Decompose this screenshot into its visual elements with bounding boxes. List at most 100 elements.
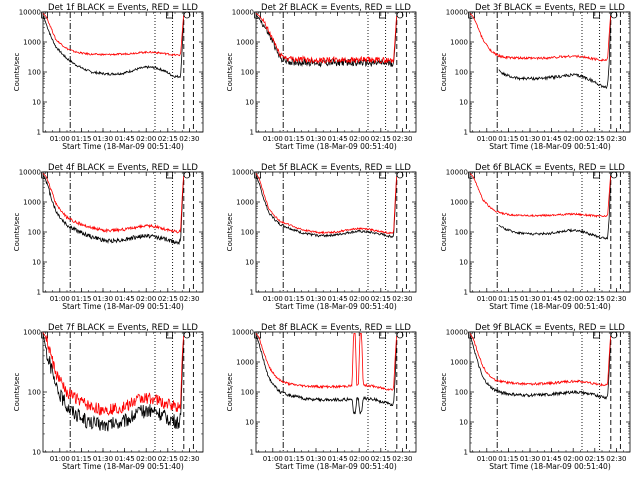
series-line-black-events <box>255 334 397 415</box>
plot-frame <box>469 171 631 293</box>
series-line-black-events <box>498 13 612 90</box>
x-tick-label: 01:15 <box>498 455 518 463</box>
x-axis-label: Start Time (18-Mar-09 00:51:40) <box>62 462 184 471</box>
x-tick-label: 01:00 <box>263 295 283 303</box>
chart-title: Det 4f BLACK = Events, RED = LLD <box>48 163 198 173</box>
chart-panel-2: Det 2f BLACK = Events, RED = LLD 1 10 100 10… <box>226 3 417 151</box>
plot-frame <box>469 331 631 453</box>
x-tick-label: 01:00 <box>50 295 70 303</box>
y-tick-label: 1 <box>37 129 41 137</box>
square-marker <box>41 331 48 339</box>
plot-frame <box>42 11 204 133</box>
x-tick-label: 01:45 <box>115 455 135 463</box>
x-tick-label: 01:30 <box>306 295 326 303</box>
circle-marker <box>396 171 404 179</box>
chart-panel-1: Det 1f BLACK = Events, RED = LLD 1 10 100 10… <box>13 3 204 151</box>
x-tick-label: 02:30 <box>606 455 626 463</box>
y-tick-label: 10 <box>32 259 41 267</box>
circle-marker <box>183 171 191 179</box>
y-tick-label: 100 <box>28 69 41 77</box>
circle-marker <box>183 11 191 19</box>
square-marker <box>378 11 386 19</box>
y-axis-label: Counts/sec <box>13 53 21 92</box>
y-axis-label: Counts/sec <box>440 53 448 92</box>
circle-marker <box>610 331 618 339</box>
series-line-red-lld <box>42 332 184 416</box>
series-line-red-lld <box>469 333 611 387</box>
x-tick-label: 02:30 <box>392 295 412 303</box>
y-tick-label: 10 <box>245 419 254 427</box>
y-tick-label: 10000 <box>232 169 254 177</box>
x-tick-label: 01:30 <box>520 455 540 463</box>
chart-title: Det 2f BLACK = Events, RED = LLD <box>261 3 411 13</box>
y-tick-label: 1000 <box>236 359 254 367</box>
y-tick-label: 1 <box>464 449 468 457</box>
x-tick-label: 02:15 <box>158 135 178 143</box>
x-tick-label: 01:15 <box>498 295 518 303</box>
x-tick-label: 01:30 <box>93 455 113 463</box>
x-tick-label: 02:30 <box>179 455 199 463</box>
series-line-red-lld <box>255 173 397 235</box>
y-tick-label: 100 <box>455 389 468 397</box>
chart-panel-8: Det 8f BLACK = Events, RED = LLD 1 10 100 10… <box>226 323 417 471</box>
square-marker <box>254 331 262 339</box>
x-tick-label: 02:00 <box>136 135 156 143</box>
x-tick-label: 01:15 <box>284 455 304 463</box>
chart-title: Det 7f BLACK = Events, RED = LLD <box>48 323 198 333</box>
x-tick-label: 01:45 <box>328 135 348 143</box>
x-axis-label: Start Time (18-Mar-09 00:51:40) <box>275 142 397 151</box>
chart-panel-3: Det 3f BLACK = Events, RED = LLD 1 10 100 10… <box>440 3 631 151</box>
series-line-red-lld <box>255 332 397 391</box>
chart-title: Det 1f BLACK = Events, RED = LLD <box>48 3 198 13</box>
chart-panel-4: Det 4f BLACK = Events, RED = LLD 1 10 100 10… <box>13 163 204 311</box>
x-tick-label: 01:30 <box>93 135 113 143</box>
circle-marker <box>183 331 191 339</box>
x-tick-label: 02:00 <box>349 455 369 463</box>
plot-frame <box>255 171 417 293</box>
y-axis-label: Counts/sec <box>226 213 234 252</box>
square-marker <box>468 171 476 179</box>
y-tick-label: 10 <box>32 99 41 107</box>
y-tick-label: 1000 <box>450 359 468 367</box>
y-tick-label: 1 <box>250 449 254 457</box>
y-tick-label: 10000 <box>446 329 468 337</box>
y-axis-label: Counts/sec <box>13 373 21 412</box>
x-tick-label: 01:15 <box>498 135 518 143</box>
square-marker <box>378 331 386 339</box>
y-tick-label: 1 <box>464 129 468 137</box>
square-marker <box>593 171 600 179</box>
chart-panel-7: Det 7f BLACK = Events, RED = LLD 10 100 100… <box>13 323 204 471</box>
y-tick-label: 100 <box>455 69 468 77</box>
x-tick-label: 02:15 <box>371 295 391 303</box>
x-tick-label: 02:30 <box>179 295 199 303</box>
x-tick-label: 01:45 <box>542 455 562 463</box>
x-tick-label: 02:30 <box>179 135 199 143</box>
x-tick-label: 01:45 <box>115 295 135 303</box>
y-axis-label: Counts/sec <box>13 213 21 252</box>
y-axis-label: Counts/sec <box>440 213 448 252</box>
x-tick-label: 02:15 <box>585 455 605 463</box>
x-tick-label: 02:00 <box>563 135 583 143</box>
x-tick-label: 01:15 <box>71 295 91 303</box>
y-tick-label: 100 <box>28 229 41 237</box>
x-axis-label: Start Time (18-Mar-09 00:51:40) <box>489 462 611 471</box>
square-marker <box>468 11 476 19</box>
series-line-red-lld <box>42 13 184 57</box>
x-axis-label: Start Time (18-Mar-09 00:51:40) <box>62 302 184 311</box>
y-tick-label: 100 <box>241 69 254 77</box>
square-marker <box>165 331 173 339</box>
series-line-black-events <box>469 334 611 400</box>
y-tick-label: 1000 <box>23 199 41 207</box>
x-tick-label: 01:45 <box>328 295 348 303</box>
x-tick-label: 02:15 <box>158 455 178 463</box>
x-axis-label: Start Time (18-Mar-09 00:51:40) <box>489 302 611 311</box>
chart-title: Det 6f BLACK = Events, RED = LLD <box>475 163 625 173</box>
x-tick-label: 02:30 <box>392 455 412 463</box>
y-tick-label: 10 <box>459 419 468 427</box>
y-tick-label: 1 <box>464 289 468 297</box>
x-tick-label: 01:15 <box>71 455 91 463</box>
square-marker <box>254 11 262 19</box>
y-tick-label: 10 <box>245 259 254 267</box>
y-tick-label: 1000 <box>236 39 254 47</box>
